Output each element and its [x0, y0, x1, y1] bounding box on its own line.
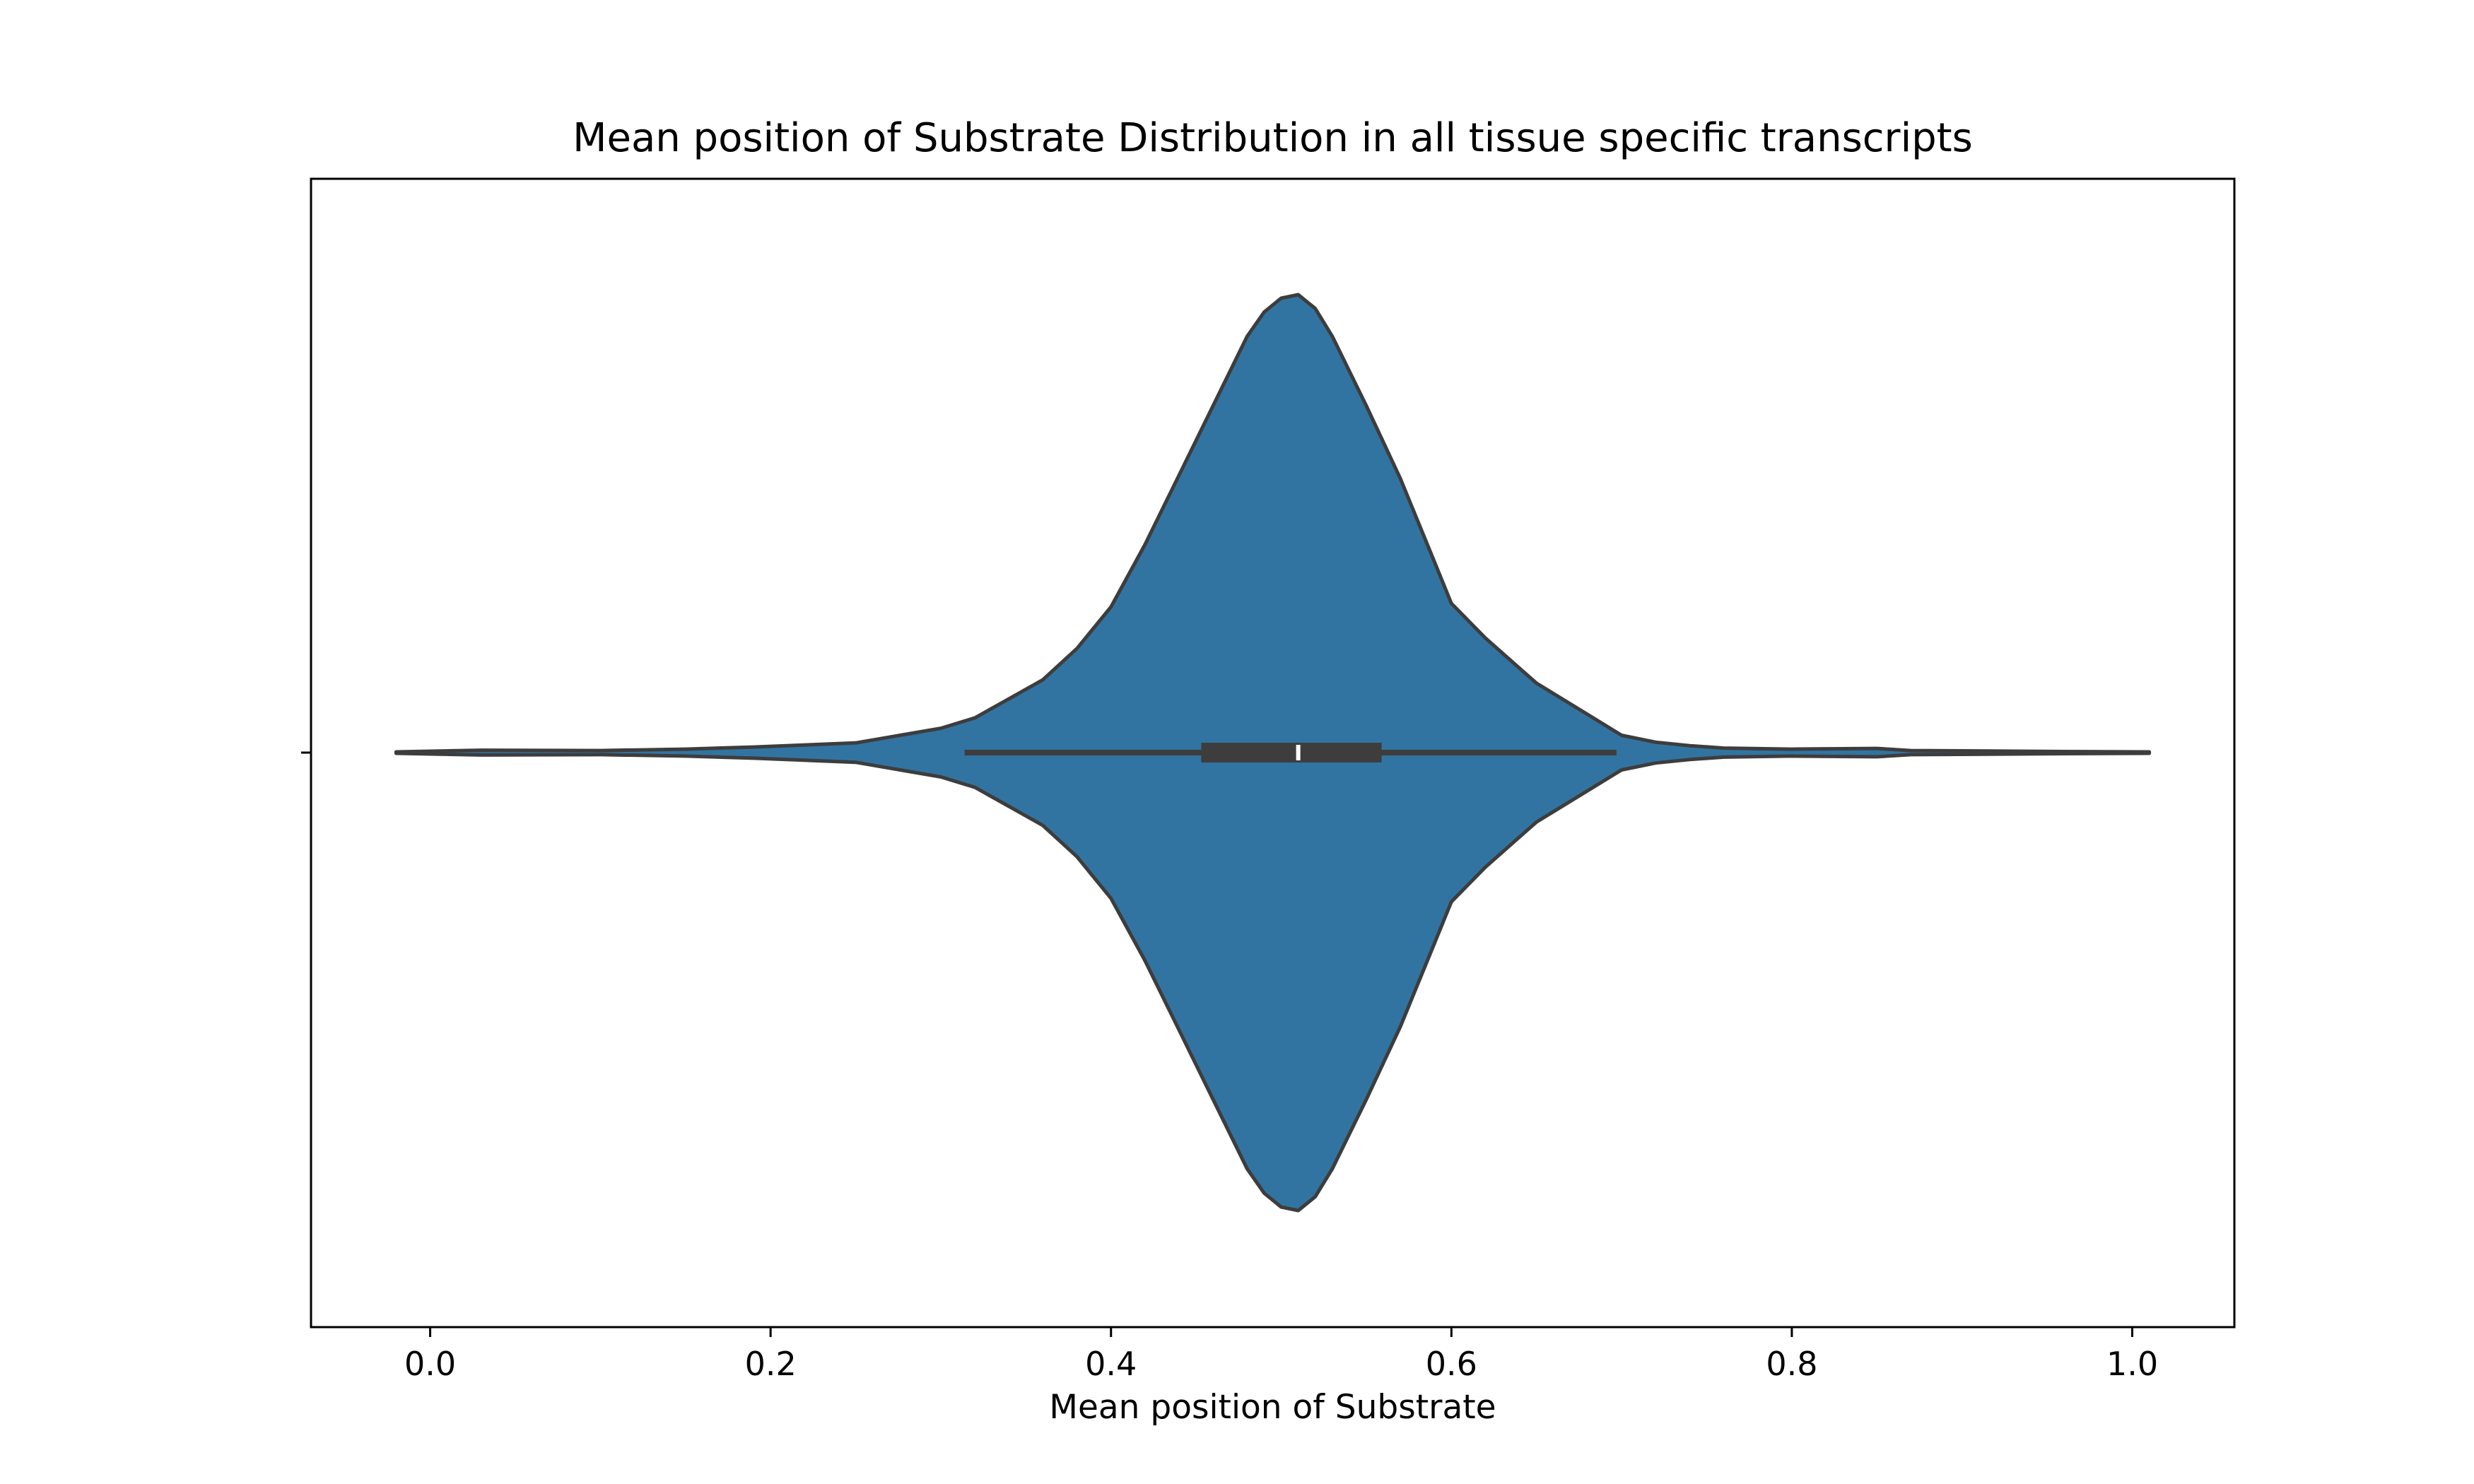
x-tick-label: 0.0 — [404, 1345, 456, 1383]
x-tick-label: 0.2 — [745, 1345, 797, 1383]
chart-title: Mean position of Substrate Distribution … — [573, 115, 1973, 161]
x-tick-label: 0.4 — [1085, 1345, 1137, 1383]
violin-iqr-box — [1201, 743, 1382, 762]
x-tick-label: 0.8 — [1766, 1345, 1817, 1383]
violin-median-marker — [1296, 745, 1301, 760]
x-tick-label: 0.6 — [1426, 1345, 1477, 1383]
x-tick-label: 1.0 — [2106, 1345, 2158, 1383]
x-axis: 0.0 0.2 0.4 0.6 0.8 1.0 — [404, 1327, 2158, 1383]
x-axis-label: Mean position of Substrate — [1049, 1388, 1496, 1427]
